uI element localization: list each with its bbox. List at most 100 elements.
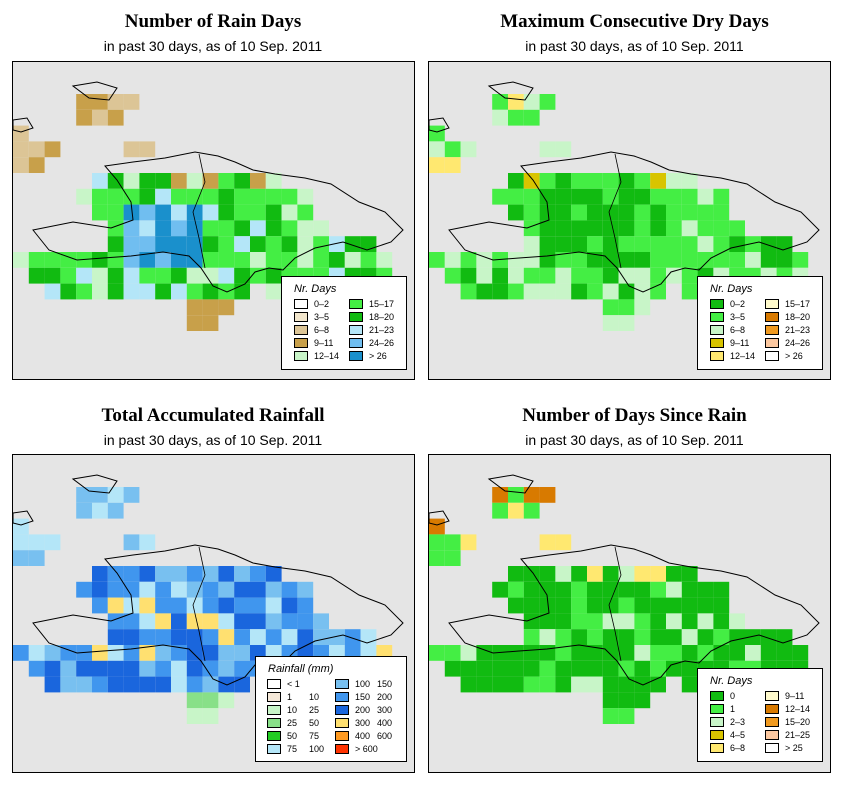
map-cell: [171, 597, 187, 614]
map-cell: [250, 204, 266, 221]
map-cell: [60, 283, 77, 300]
map-cell: [634, 581, 651, 598]
map-cell: [539, 534, 556, 551]
map-cell: [460, 252, 477, 268]
map-cell: [776, 645, 793, 661]
map-cell: [618, 220, 635, 237]
map-cell: [429, 125, 445, 142]
map-cell: [44, 534, 61, 551]
country-border: [608, 153, 622, 269]
map-cell: [681, 660, 698, 677]
map-cell: [508, 487, 524, 503]
map-cell: [281, 252, 298, 268]
map-cell: [155, 220, 171, 237]
map-cell: [202, 708, 219, 724]
map-cell: [681, 597, 698, 614]
map-cell: [344, 629, 361, 645]
map-cell: [13, 534, 29, 551]
map-cell: [539, 204, 556, 221]
map-cell: [297, 613, 314, 630]
map-cell: [123, 173, 140, 189]
map-cell: [297, 220, 314, 237]
map-cell: [107, 581, 124, 598]
map-cell: [602, 613, 619, 630]
map-cell: [107, 252, 124, 268]
map-cell: [297, 581, 314, 598]
map-cell: [297, 236, 314, 252]
map-cell: [155, 236, 171, 252]
map-cell: [681, 267, 698, 284]
map-cell: [313, 220, 329, 237]
panel-subtitle: in past 30 days, as of 10 Sep. 2011: [103, 38, 323, 54]
map-cell: [650, 220, 666, 237]
map-cell: [44, 645, 61, 661]
map-cell: [634, 252, 651, 268]
map-cell: [602, 660, 619, 677]
country-border: [192, 153, 206, 269]
legend-swatch: [335, 692, 349, 702]
map-cell: [186, 660, 203, 677]
map-cell: [265, 188, 282, 205]
map-cell: [555, 283, 572, 300]
legend-title: Nr. Days: [294, 283, 337, 295]
map-cell: [234, 204, 250, 221]
legend-swatch: [294, 299, 308, 309]
map-cell: [218, 597, 235, 614]
map-cell: [202, 204, 219, 221]
island-outline: [487, 474, 534, 494]
map-cell: [28, 550, 45, 566]
map-cell: [634, 629, 651, 645]
map-legend: Nr. Days 0–2 3–5 6–8 9–11 12–14 15–17 18…: [281, 276, 407, 370]
map-cell: [618, 315, 635, 331]
map-cell: [234, 597, 250, 614]
map-cell: [555, 220, 572, 237]
map-cell: [555, 204, 572, 221]
legend-swatch: [710, 351, 724, 361]
map-cell: [171, 613, 187, 630]
map-cell: [92, 566, 108, 582]
legend-swatch: [765, 743, 779, 753]
map-cell: [444, 645, 461, 661]
map-cell: [713, 188, 730, 205]
map-cell: [555, 676, 572, 693]
map-cell: [155, 188, 171, 205]
map-cell: [745, 629, 761, 645]
map-cell: [681, 581, 698, 598]
map-cell: [681, 204, 698, 221]
map-cell: [139, 283, 156, 300]
map-cell: [139, 236, 156, 252]
map-cell: [602, 204, 619, 221]
map-cell: [634, 660, 651, 677]
panel-title: Number of Days Since Rain: [522, 405, 747, 426]
legend-swatch: [710, 325, 724, 335]
map-cell: [139, 173, 156, 189]
map-cell: [28, 267, 45, 284]
map-cell: [139, 204, 156, 221]
map-cell: [587, 597, 603, 614]
country-border: [192, 546, 206, 662]
map-cell: [265, 597, 282, 614]
map-cell: [650, 252, 666, 268]
map-cell: [13, 141, 29, 158]
map-cell: [666, 204, 682, 221]
map-cell: [523, 629, 540, 645]
map-cell: [571, 660, 587, 677]
map-cell: [681, 236, 698, 252]
map-cell: [492, 94, 508, 110]
map-cell: [539, 660, 556, 677]
map-cell: [587, 252, 603, 268]
map-cell: [139, 267, 156, 284]
map-cell: [587, 660, 603, 677]
legend-swatch: [294, 338, 308, 348]
map-cell: [618, 708, 635, 724]
map-cell: [460, 283, 477, 300]
map-cell: [186, 692, 203, 709]
map-cell: [297, 188, 314, 205]
map-cell: [666, 252, 682, 268]
map-cell: [139, 252, 156, 268]
map-cell: [234, 566, 250, 582]
map-cell: [234, 581, 250, 598]
island-outline: [71, 81, 118, 101]
map-cell: [313, 252, 329, 268]
map-cell: [508, 204, 524, 221]
